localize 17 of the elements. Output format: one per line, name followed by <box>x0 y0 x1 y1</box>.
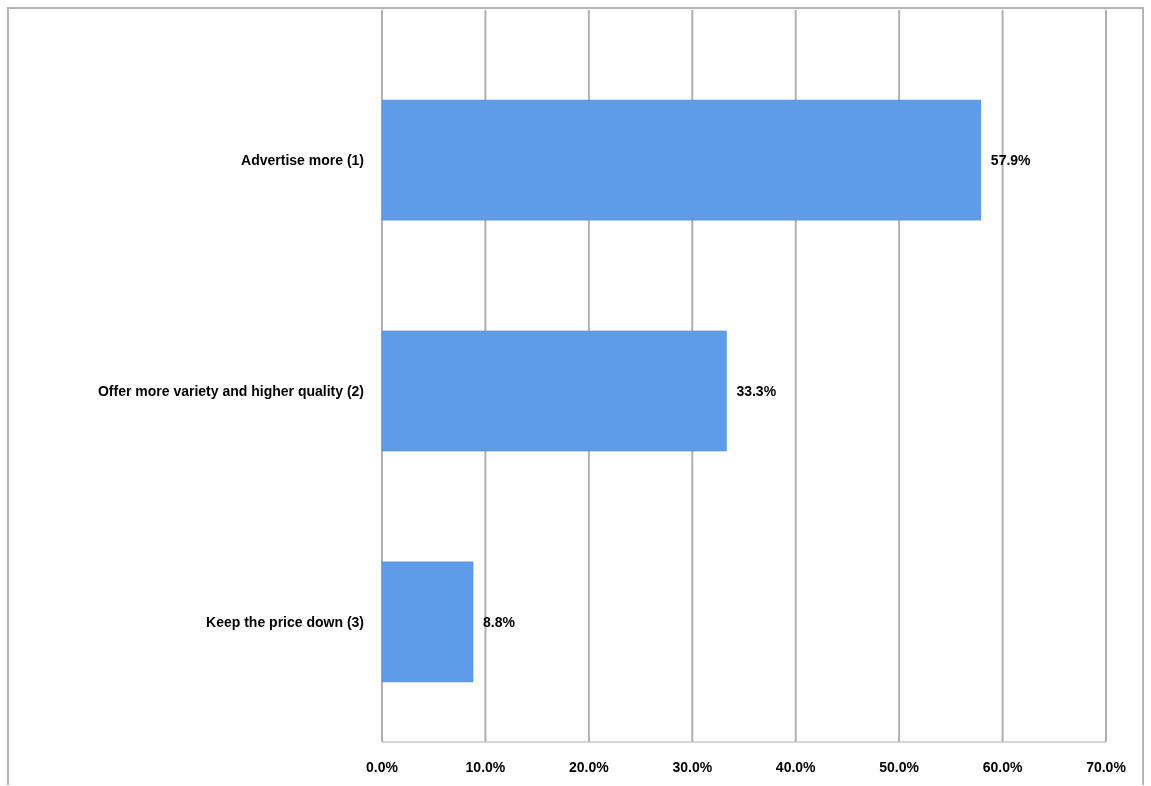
x-tick-label: 30.0% <box>672 759 713 775</box>
bar <box>381 99 982 221</box>
x-tick-label: 10.0% <box>465 759 506 775</box>
y-tick-label: Keep the price down (3) <box>206 613 364 630</box>
data-label: 8.8% <box>483 613 516 630</box>
x-tick-label: 60.0% <box>982 759 1023 775</box>
y-tick-label: Advertise more (1) <box>241 151 364 168</box>
data-label: 33.3% <box>736 382 777 399</box>
x-tick-label: 70.0% <box>1086 759 1127 775</box>
y-tick-label: Offer more variety and higher quality (2) <box>97 382 364 399</box>
data-label: 57.9% <box>990 151 1032 168</box>
x-tick-label: 0.0% <box>366 759 399 775</box>
x-tick-label: 20.0% <box>569 759 610 775</box>
x-tick-label: 40.0% <box>775 759 817 775</box>
bar <box>381 330 727 452</box>
bar <box>381 561 474 683</box>
x-tick-label: 50.0% <box>879 759 920 775</box>
